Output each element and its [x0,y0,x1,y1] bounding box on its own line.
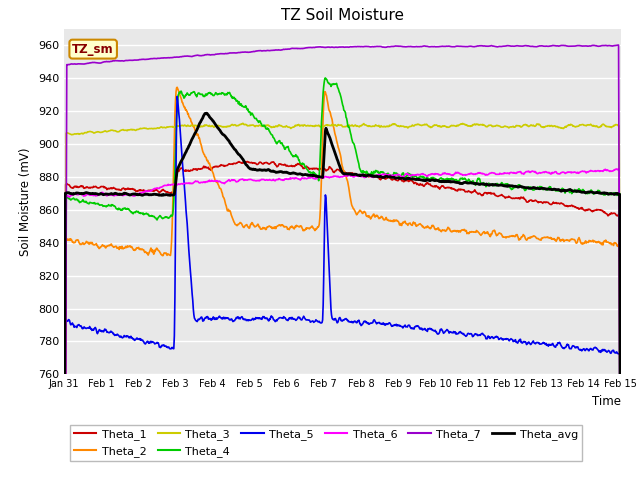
Y-axis label: Soil Moisture (mV): Soil Moisture (mV) [19,147,33,256]
Text: TZ_sm: TZ_sm [72,43,114,56]
Legend: Theta_1, Theta_2, Theta_3, Theta_4, Theta_5, Theta_6, Theta_7, Theta_avg: Theta_1, Theta_2, Theta_3, Theta_4, Thet… [70,425,582,461]
X-axis label: Time: Time [592,395,621,408]
Title: TZ Soil Moisture: TZ Soil Moisture [281,9,404,24]
